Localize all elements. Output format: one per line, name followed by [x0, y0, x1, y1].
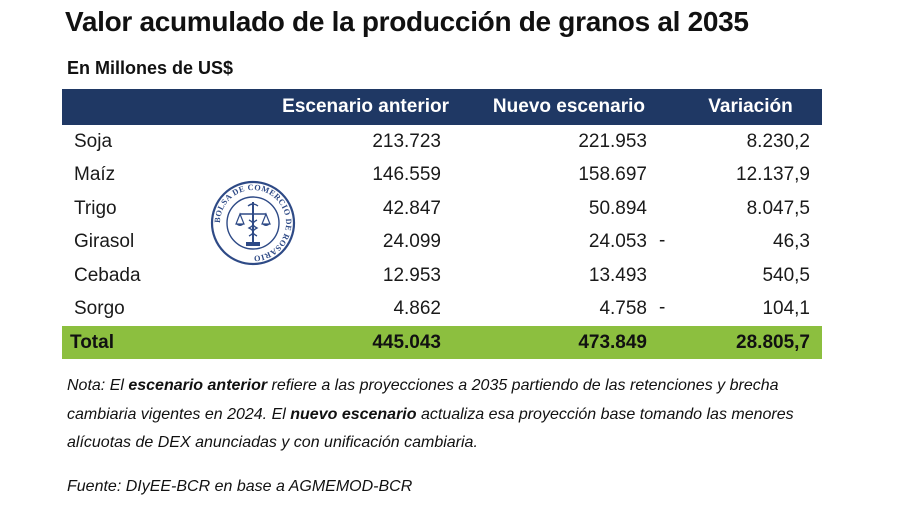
table-note: Nota: El escenario anterior refiere a la…	[67, 372, 827, 458]
table-total-row: Total 445.043 473.849 28.805,7	[62, 326, 822, 359]
note-bold-escenario-anterior: escenario anterior	[128, 377, 268, 394]
total-label: Total	[70, 331, 114, 353]
row-anterior: 42.847	[382, 197, 441, 219]
table-row: Girasol 24.099 24.053 - 46,3	[62, 226, 822, 260]
note-suffix: actualiza esa proyección base tomando la…	[67, 405, 794, 452]
row-variacion: 8.230,2	[659, 125, 822, 159]
negative-sign: -	[659, 297, 666, 319]
row-variacion: 540,5	[659, 259, 822, 293]
row-nuevo: 13.493	[588, 264, 647, 286]
row-name: Maíz	[74, 164, 116, 186]
table-row: Cebada 12.953 13.493 540,5	[62, 259, 822, 293]
row-name: Sorgo	[74, 298, 125, 320]
table-row: Sorgo 4.862 4.758 - 104,1	[62, 293, 822, 327]
variacion-value: 46,3	[773, 231, 810, 253]
table-row: Soja 213.723 221.953 8.230,2	[62, 125, 822, 159]
note-middle: refiere a las proyecciones a 2035 partie…	[67, 377, 779, 423]
row-nuevo: 50.894	[588, 197, 647, 219]
row-variacion: - 104,1	[659, 293, 822, 327]
row-nuevo: 158.697	[578, 164, 647, 186]
variacion-value: 12.137,9	[736, 164, 810, 186]
row-variacion: - 46,3	[659, 226, 822, 260]
table-row: Trigo 42.847 50.894 8.047,5	[62, 192, 822, 226]
row-name: Soja	[74, 130, 113, 152]
page-title: Valor acumulado de la producción de gran…	[65, 6, 749, 37]
header-variacion: Variación	[708, 96, 793, 117]
row-anterior: 12.953	[382, 264, 441, 286]
total-anterior: 445.043	[372, 331, 441, 353]
bcr-seal-icon: BOLSA DE COMERCIO DE ROSARIO	[210, 180, 296, 266]
negative-sign: -	[659, 230, 666, 252]
source-text: Fuente: DIyEE-BCR en base a AGMEMOD-BCR	[67, 478, 413, 495]
table-row: Maíz 146.559 158.697 12.137,9	[62, 159, 822, 193]
note-bold-nuevo-escenario: nuevo escenario	[290, 405, 417, 423]
variacion-value: 8.047,5	[746, 197, 810, 219]
row-anterior: 213.723	[372, 130, 441, 152]
row-name: Girasol	[74, 231, 135, 253]
row-nuevo: 24.053	[588, 231, 647, 253]
total-variacion: 28.805,7	[736, 331, 810, 353]
row-name: Trigo	[74, 197, 117, 219]
row-nuevo: 4.758	[599, 298, 647, 320]
row-variacion: 12.137,9	[659, 159, 822, 193]
row-anterior: 146.559	[372, 164, 441, 186]
row-variacion: 8.047,5	[659, 192, 822, 226]
variacion-value: 104,1	[762, 298, 810, 320]
variacion-value: 8.230,2	[746, 130, 810, 152]
header-nuevo-escenario: Nuevo escenario	[492, 96, 645, 117]
row-anterior: 4.862	[393, 298, 441, 320]
table-header-row: Escenario anterior Nuevo escenario Varia…	[62, 89, 822, 125]
variacion-value: 540,5	[762, 264, 810, 286]
note-prefix: Nota: El	[67, 377, 129, 394]
total-nuevo: 473.849	[578, 331, 647, 353]
production-table: Escenario anterior Nuevo escenario Varia…	[62, 89, 822, 359]
header-escenario-anterior: Escenario anterior	[282, 96, 449, 117]
row-nuevo: 221.953	[578, 130, 647, 152]
row-name: Cebada	[74, 264, 141, 286]
row-anterior: 24.099	[382, 231, 441, 253]
header-grain	[62, 89, 247, 125]
page-subtitle: En Millones de US$	[67, 58, 234, 78]
